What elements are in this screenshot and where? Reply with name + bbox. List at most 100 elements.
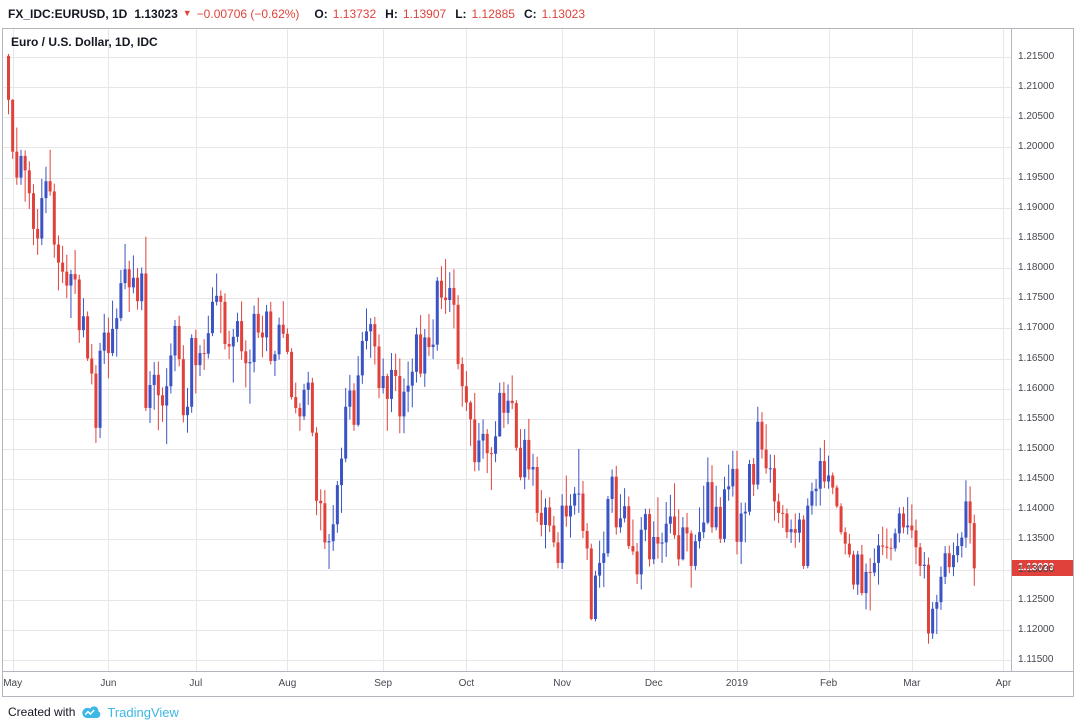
candle xyxy=(793,513,797,548)
candle xyxy=(127,260,131,313)
time-axis-label: Nov xyxy=(553,678,572,689)
candle xyxy=(389,353,393,413)
price-axis-label: 1.13000 xyxy=(1018,563,1055,575)
candle xyxy=(310,377,314,437)
high-value: 1.13907 xyxy=(402,6,447,21)
symbol-legend[interactable]: FX_IDC:EURUSD, 1D 1.13023 ▼ −0.00706 (−0… xyxy=(0,0,1078,27)
price-axis-label: 1.21000 xyxy=(1018,81,1055,93)
candle xyxy=(752,457,756,496)
time-axis-label: Apr xyxy=(995,678,1012,689)
candle xyxy=(764,424,768,474)
time-axis-label: Aug xyxy=(278,678,297,689)
last-price: 1.13023 xyxy=(134,6,178,21)
candle xyxy=(802,515,806,569)
price-axis[interactable]: 1.13023 1.21500 1.21000 1.20500 1.20000 1.19… xyxy=(1012,29,1073,672)
candle xyxy=(785,508,789,539)
candlestick-chart[interactable]: Euro / U.S. Dollar, 1D, IDC xyxy=(3,29,1012,672)
candle xyxy=(115,308,119,357)
price-axis-label: 1.11500 xyxy=(1018,654,1054,665)
time-axis[interactable]: May Jun Jul Aug Sep Oct Nov Dec 2019 Feb Mar Apr xyxy=(3,671,1073,696)
candle xyxy=(772,454,776,521)
low-value: 1.12885 xyxy=(471,6,515,21)
price-axis-label: 1.14000 xyxy=(1018,503,1055,515)
candle xyxy=(7,53,10,115)
candle xyxy=(743,502,747,543)
candle xyxy=(618,494,622,533)
candle xyxy=(148,371,152,424)
candle xyxy=(277,317,281,360)
tradingview-brand-link[interactable]: TradingView xyxy=(107,704,179,720)
price-axis-label: 1.18500 xyxy=(1018,231,1055,243)
chart-frame: Euro / U.S. Dollar, 1D, IDC 1.13023 1.21… xyxy=(2,28,1074,697)
candle xyxy=(90,344,94,385)
candle xyxy=(548,497,552,533)
candle xyxy=(61,245,65,284)
candle xyxy=(81,298,85,338)
candle xyxy=(698,507,702,549)
candle xyxy=(931,602,935,639)
candle xyxy=(531,453,535,486)
symbol-title[interactable]: FX_IDC:EURUSD, 1D xyxy=(8,6,128,21)
price-axis-label: 1.17500 xyxy=(1018,292,1055,304)
candle xyxy=(544,498,548,549)
candle xyxy=(377,334,381,399)
candle xyxy=(706,457,710,525)
tradingview-logo-icon[interactable] xyxy=(81,705,101,719)
candle xyxy=(677,509,681,566)
candle xyxy=(889,538,893,561)
candle xyxy=(381,358,385,394)
candle xyxy=(56,235,60,291)
price-axis-label: 1.21500 xyxy=(1018,51,1055,62)
candle xyxy=(689,530,693,588)
candle xyxy=(119,269,123,322)
candle xyxy=(935,594,939,635)
time-axis-label: 2019 xyxy=(725,678,749,689)
candle xyxy=(94,365,98,443)
price-axis-label: 1.18000 xyxy=(1018,262,1055,274)
candle xyxy=(344,388,348,463)
candle xyxy=(169,343,173,394)
candle xyxy=(806,498,810,569)
candle xyxy=(219,290,223,334)
candle xyxy=(23,150,27,202)
close-label: C: xyxy=(523,6,537,21)
candle xyxy=(498,382,502,437)
candle xyxy=(718,497,722,544)
down-arrow-icon: ▼ xyxy=(182,8,192,18)
candle xyxy=(306,371,310,405)
candle xyxy=(298,403,302,431)
last-price-tag: 1.13023 xyxy=(1012,560,1073,577)
time-axis-label: Oct xyxy=(458,678,475,689)
candle xyxy=(593,570,597,622)
candle xyxy=(710,465,714,533)
candle xyxy=(643,508,647,542)
candle xyxy=(48,149,52,196)
time-axis-label: May xyxy=(3,678,23,689)
candle xyxy=(702,485,706,539)
candle xyxy=(664,502,668,557)
candle xyxy=(123,243,127,290)
candles xyxy=(7,53,976,644)
candle xyxy=(951,542,955,577)
candle xyxy=(173,319,177,372)
time-axis-label: Dec xyxy=(644,678,663,689)
candle xyxy=(839,503,843,535)
candle xyxy=(589,543,593,621)
candle xyxy=(352,383,356,431)
candle xyxy=(136,268,140,310)
candle xyxy=(847,533,851,558)
candle xyxy=(606,495,610,557)
candle xyxy=(723,476,727,543)
candle xyxy=(922,552,926,579)
candle xyxy=(681,517,685,561)
candle xyxy=(777,493,781,524)
candle xyxy=(960,532,964,558)
candle xyxy=(335,480,339,533)
candle xyxy=(315,427,319,516)
candle xyxy=(281,301,285,338)
candle xyxy=(797,512,801,543)
chart-canvas[interactable] xyxy=(3,29,1011,672)
candle xyxy=(152,362,156,410)
candle xyxy=(573,486,577,515)
candle xyxy=(410,358,414,408)
